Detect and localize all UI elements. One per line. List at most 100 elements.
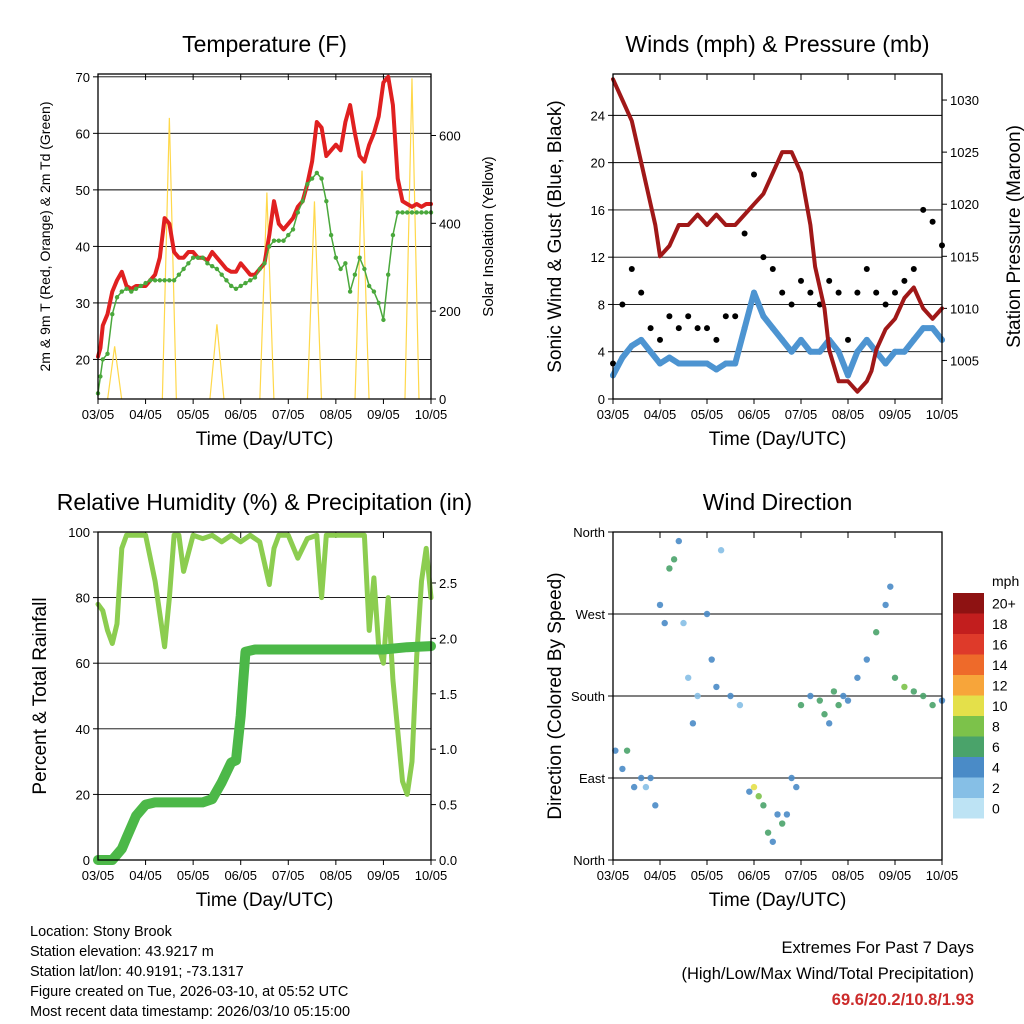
direction-point [779, 820, 786, 827]
solar-peak [209, 324, 225, 400]
solar-peak [354, 170, 370, 400]
chart-title: Relative Humidity (%) & Precipitation (i… [57, 489, 472, 515]
gust-point [892, 289, 898, 296]
gust-point [826, 277, 833, 284]
colorbar-label: 10 [992, 698, 1008, 714]
x-tick-label: 05/05 [177, 868, 210, 883]
x-axis-label: Time (Day/UTC) [709, 429, 847, 450]
direction-point [612, 747, 619, 754]
colorbar-label: 4 [992, 759, 1000, 775]
station-info: Location: Stony Brook Station elevation:… [30, 922, 350, 1022]
y-axis-label: Sonic Wind & Gust (Blue, Black) [545, 100, 566, 372]
x-tick-label: 04/05 [644, 868, 677, 883]
direction-point [727, 692, 734, 700]
colorbar-swatch [953, 736, 984, 757]
y-tick-label: West [576, 607, 606, 622]
x-tick-label: 06/05 [224, 868, 257, 883]
gust-point [732, 313, 739, 320]
gust-point [638, 289, 645, 296]
direction-point [666, 565, 673, 572]
x-tick-label: 08/05 [320, 407, 353, 422]
y2-tick-label: 200 [439, 304, 461, 319]
direction-point [797, 701, 805, 709]
x-tick-label: 07/05 [785, 407, 818, 422]
x-tick-label: 10/05 [415, 407, 448, 422]
y2-tick-label: 0 [439, 392, 446, 407]
direction-point [901, 683, 908, 691]
x-tick-label: 05/05 [177, 407, 210, 422]
chart-title: Wind Direction [703, 489, 853, 515]
x-tick-label: 05/05 [691, 868, 724, 883]
y-tick-label: 80 [76, 591, 90, 606]
info-location: Location: Stony Brook [30, 924, 172, 940]
direction-point [652, 802, 659, 809]
extremes-title: Extremes For Past 7 Days [781, 939, 974, 957]
x-axis-label: Time (Day/UTC) [196, 890, 334, 911]
x-tick-label: 07/05 [785, 868, 818, 883]
series-line-rh [95, 532, 434, 797]
y-axis-label: 2m & 9m T (Red, Orange) & 2m Td (Green) [37, 102, 53, 372]
info-recent: Most recent data timestamp: 2026/03/10 0… [30, 1004, 351, 1020]
y2-tick-label: 1015 [950, 249, 979, 264]
wind-direction-panel: Wind DirectionNorthEastSouthWestNorth03/… [545, 489, 958, 911]
x-tick-label: 04/05 [129, 868, 162, 883]
gust-point [666, 313, 673, 320]
colorbar-swatch [953, 654, 984, 675]
colorbar-swatch [953, 798, 984, 819]
y2-tick-label: 0.0 [439, 853, 457, 868]
x-tick-label: 03/05 [82, 407, 115, 422]
direction-point [647, 774, 654, 782]
colorbar-label: 6 [992, 739, 1000, 755]
x-tick-label: 03/05 [597, 868, 630, 883]
speed-colorbar: mph 0 2 4 6 8 10 12 14 16 18 20+ [953, 573, 1019, 819]
y2-tick-label: 400 [439, 216, 461, 231]
gust-point [798, 277, 804, 284]
direction-point [840, 692, 847, 700]
y2-tick-label: 600 [439, 128, 461, 143]
info-elevation: Station elevation: 43.9217 m [30, 944, 214, 960]
y-tick-label: 20 [591, 156, 605, 171]
gust-point [901, 277, 908, 284]
gust-point [685, 313, 692, 320]
direction-point [670, 556, 678, 563]
y2-tick-label: 1005 [950, 353, 979, 368]
gust-point [882, 301, 889, 308]
x-tick-label: 09/05 [879, 407, 912, 422]
direction-point [793, 783, 800, 791]
direction-point [844, 697, 852, 704]
y-tick-label: 0 [83, 853, 90, 868]
gust-point [863, 266, 870, 272]
direction-point [830, 688, 838, 695]
y-tick-label: 30 [76, 296, 90, 311]
y-tick-label: 20 [76, 787, 90, 802]
y-tick-label: 60 [76, 126, 90, 141]
y-tick-label: 40 [76, 239, 90, 254]
plot-frame [612, 73, 943, 400]
direction-point [755, 793, 762, 800]
direction-point [764, 829, 772, 836]
colorbar-swatch [953, 675, 984, 696]
direction-point [630, 783, 638, 791]
solar-peak [259, 192, 275, 400]
gust-point [675, 325, 682, 332]
colorbar-label: 0 [992, 800, 1000, 816]
y2-tick-label: 1010 [950, 301, 979, 316]
direction-point [746, 788, 753, 795]
x-tick-label: 08/05 [832, 868, 865, 883]
colorbar-label: 2 [992, 780, 1000, 796]
direction-point [661, 619, 668, 627]
y-tick-label: 8 [598, 297, 605, 312]
y2-axis-label: Station Pressure (Maroon) [1004, 125, 1024, 348]
y2-tick-label: 1.0 [439, 742, 457, 757]
x-axis-label: Time (Day/UTC) [196, 429, 334, 450]
x-tick-label: 08/05 [320, 868, 353, 883]
series-line-sonic-wind [610, 289, 945, 379]
colorbar-swatch [953, 777, 984, 798]
solar-peak [107, 346, 123, 400]
direction-point [873, 629, 880, 636]
gust-point [751, 171, 757, 178]
direction-point [619, 765, 626, 773]
gust-point [647, 325, 654, 332]
x-tick-label: 03/05 [82, 868, 115, 883]
y-tick-label: 60 [76, 656, 90, 671]
